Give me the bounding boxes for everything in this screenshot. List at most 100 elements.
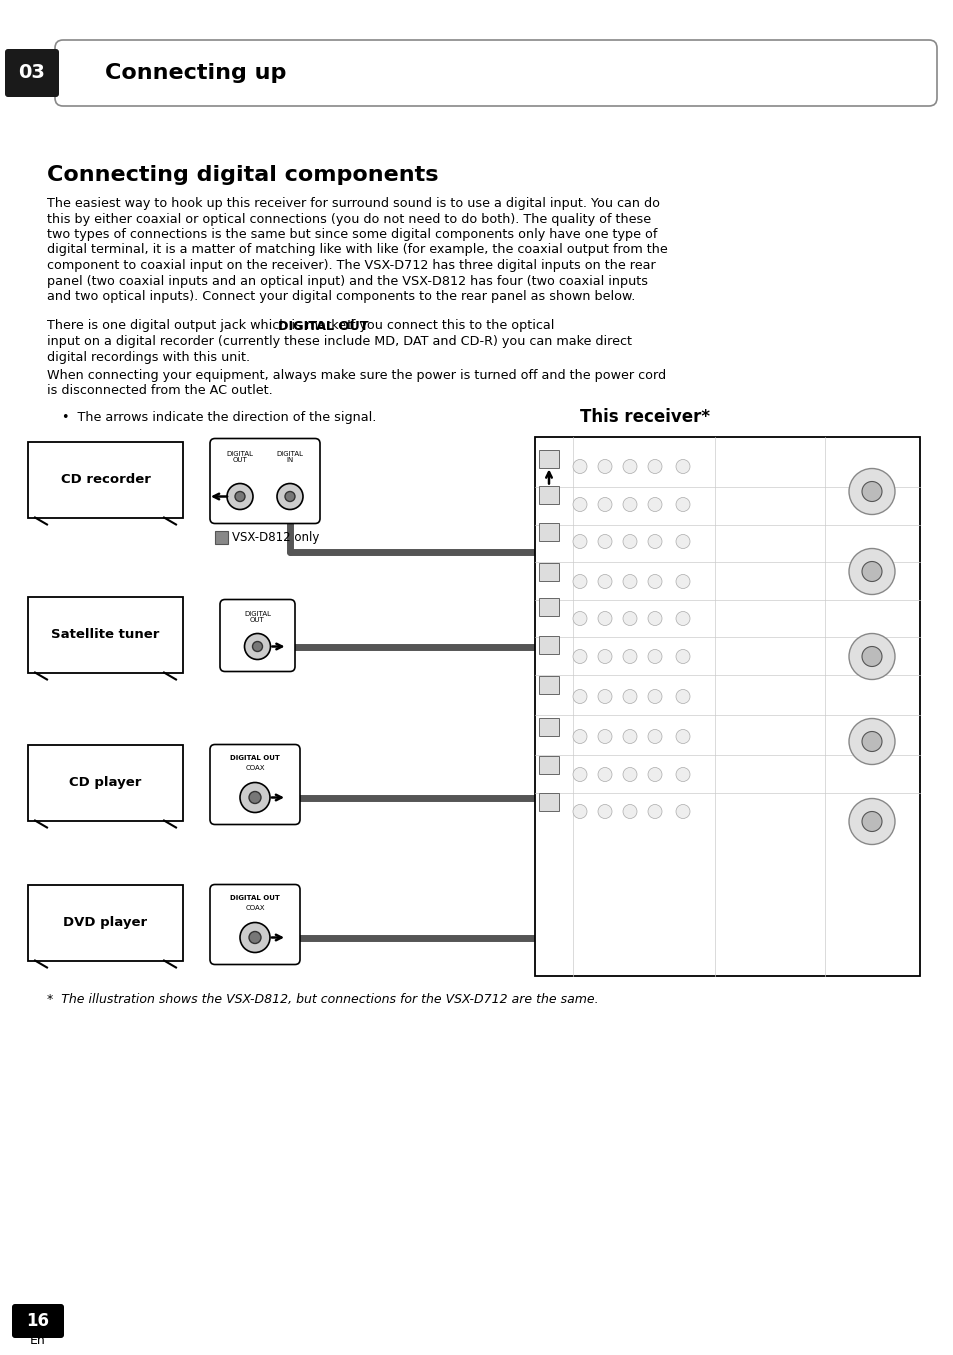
Text: The easiest way to hook up this receiver for surround sound is to use a digital : The easiest way to hook up this receiver… — [47, 196, 659, 210]
Circle shape — [647, 497, 661, 511]
Circle shape — [622, 611, 637, 626]
Bar — [538, 598, 558, 615]
Circle shape — [598, 729, 612, 744]
Text: and two optical inputs). Connect your digital components to the rear panel as sh: and two optical inputs). Connect your di… — [47, 290, 635, 304]
Text: DVD player: DVD player — [63, 916, 148, 930]
Text: two types of connections is the same but since some digital components only have: two types of connections is the same but… — [47, 228, 657, 241]
Circle shape — [647, 690, 661, 703]
FancyBboxPatch shape — [210, 439, 319, 523]
FancyBboxPatch shape — [55, 41, 936, 106]
Circle shape — [622, 805, 637, 818]
Circle shape — [848, 549, 894, 595]
Circle shape — [622, 534, 637, 549]
Bar — [535, 436, 919, 976]
FancyBboxPatch shape — [210, 885, 299, 965]
Circle shape — [622, 729, 637, 744]
Text: DIGITAL OUT: DIGITAL OUT — [230, 894, 279, 901]
Circle shape — [598, 690, 612, 703]
Text: DIGITAL OUT: DIGITAL OUT — [278, 320, 369, 332]
Circle shape — [573, 534, 586, 549]
Text: DIGITAL OUT: DIGITAL OUT — [230, 755, 279, 760]
Circle shape — [647, 649, 661, 664]
Bar — [28, 744, 183, 821]
Text: digital terminal, it is a matter of matching like with like (for example, the co: digital terminal, it is a matter of matc… — [47, 244, 667, 256]
Circle shape — [676, 575, 689, 588]
Text: CD player: CD player — [70, 776, 142, 789]
Circle shape — [598, 575, 612, 588]
Circle shape — [676, 459, 689, 473]
Text: •  The arrows indicate the direction of the signal.: • The arrows indicate the direction of t… — [62, 412, 376, 424]
Circle shape — [622, 459, 637, 473]
Text: Connecting digital components: Connecting digital components — [47, 165, 438, 186]
Circle shape — [647, 767, 661, 782]
Bar — [28, 885, 183, 961]
Circle shape — [676, 611, 689, 626]
Bar — [28, 596, 183, 672]
Circle shape — [848, 634, 894, 679]
Circle shape — [285, 492, 294, 501]
Text: Connecting up: Connecting up — [105, 62, 286, 83]
Text: component to coaxial input on the receiver). The VSX-D712 has three digital inpu: component to coaxial input on the receiv… — [47, 259, 655, 272]
Text: 16: 16 — [27, 1312, 50, 1331]
Circle shape — [573, 459, 586, 473]
FancyBboxPatch shape — [5, 49, 59, 98]
Circle shape — [862, 646, 882, 667]
Circle shape — [676, 690, 689, 703]
Circle shape — [598, 611, 612, 626]
Text: *  The illustration shows the VSX-D812, but connections for the VSX-D712 are the: * The illustration shows the VSX-D812, b… — [47, 992, 598, 1005]
Circle shape — [598, 767, 612, 782]
Circle shape — [573, 611, 586, 626]
Text: DIGITAL
OUT: DIGITAL OUT — [244, 611, 271, 623]
Bar — [538, 718, 558, 736]
Circle shape — [676, 649, 689, 664]
Circle shape — [848, 718, 894, 764]
Circle shape — [240, 923, 270, 953]
Circle shape — [862, 481, 882, 501]
Circle shape — [598, 534, 612, 549]
Text: panel (two coaxial inputs and an optical input) and the VSX-D812 has four (two c: panel (two coaxial inputs and an optical… — [47, 275, 647, 287]
Circle shape — [848, 469, 894, 515]
FancyBboxPatch shape — [12, 1304, 64, 1337]
Circle shape — [862, 561, 882, 581]
Text: COAX: COAX — [245, 764, 265, 771]
Text: is disconnected from the AC outlet.: is disconnected from the AC outlet. — [47, 383, 273, 397]
Circle shape — [647, 805, 661, 818]
Circle shape — [573, 690, 586, 703]
Circle shape — [234, 492, 245, 501]
Bar — [538, 793, 558, 810]
Bar — [538, 523, 558, 541]
Circle shape — [573, 729, 586, 744]
Circle shape — [622, 767, 637, 782]
Circle shape — [862, 732, 882, 752]
Circle shape — [676, 729, 689, 744]
Circle shape — [253, 641, 262, 652]
Circle shape — [622, 690, 637, 703]
Text: input on a digital recorder (currently these include MD, DAT and CD-R) you can m: input on a digital recorder (currently t… — [47, 335, 631, 348]
Text: There is one digital output jack which is marked: There is one digital output jack which i… — [47, 320, 357, 332]
Text: this by either coaxial or optical connections (you do not need to do both). The : this by either coaxial or optical connec… — [47, 213, 651, 225]
Bar — [28, 442, 183, 518]
Circle shape — [227, 484, 253, 509]
Text: When connecting your equipment, always make sure the power is turned off and the: When connecting your equipment, always m… — [47, 369, 665, 382]
Circle shape — [647, 611, 661, 626]
Circle shape — [573, 575, 586, 588]
Circle shape — [240, 782, 270, 813]
Circle shape — [676, 767, 689, 782]
Text: CD recorder: CD recorder — [60, 473, 151, 486]
Circle shape — [622, 575, 637, 588]
Bar — [538, 562, 558, 580]
Circle shape — [598, 649, 612, 664]
Circle shape — [647, 729, 661, 744]
Text: En: En — [30, 1333, 46, 1347]
Circle shape — [276, 484, 303, 509]
Circle shape — [676, 534, 689, 549]
Circle shape — [622, 649, 637, 664]
Circle shape — [647, 575, 661, 588]
Bar — [538, 756, 558, 774]
Text: Satellite tuner: Satellite tuner — [51, 627, 159, 641]
Circle shape — [598, 805, 612, 818]
Text: VSX-D812 only: VSX-D812 only — [232, 531, 319, 543]
Circle shape — [573, 649, 586, 664]
Circle shape — [598, 459, 612, 473]
Circle shape — [676, 805, 689, 818]
